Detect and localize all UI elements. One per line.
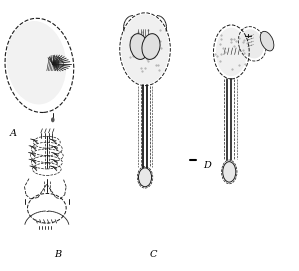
Ellipse shape — [216, 28, 247, 76]
Ellipse shape — [240, 29, 264, 58]
Text: C: C — [150, 250, 157, 259]
Ellipse shape — [142, 34, 160, 59]
Ellipse shape — [51, 117, 54, 122]
Text: D: D — [203, 161, 211, 170]
Ellipse shape — [223, 162, 236, 182]
Ellipse shape — [138, 168, 152, 187]
Ellipse shape — [260, 31, 274, 51]
Ellipse shape — [130, 34, 148, 59]
Ellipse shape — [121, 14, 169, 84]
Text: B: B — [54, 250, 61, 259]
Text: A: A — [10, 128, 17, 137]
Ellipse shape — [7, 21, 66, 104]
